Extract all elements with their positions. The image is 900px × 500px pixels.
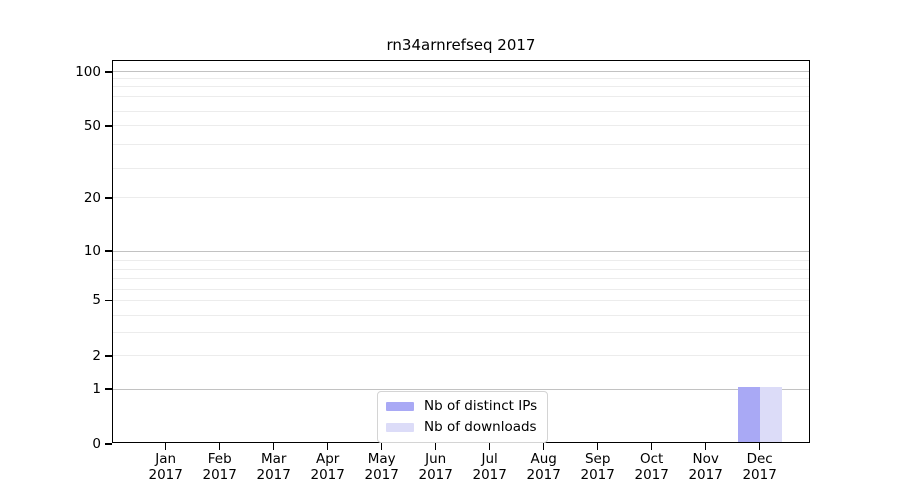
legend-label-distinct-ips: Nb of distinct IPs bbox=[424, 398, 538, 414]
major-gridline-1 bbox=[113, 388, 809, 390]
x-tick-label-jul: Jul 2017 bbox=[472, 451, 507, 483]
minor-gridline-4 bbox=[113, 314, 809, 316]
y-tick-label-0: 0 bbox=[92, 436, 101, 452]
y-tick-label-5: 5 bbox=[92, 292, 101, 309]
minor-gridline-80 bbox=[113, 86, 809, 88]
x-tick-label-jun: Jun 2017 bbox=[418, 451, 453, 483]
x-tick-feb bbox=[219, 443, 221, 450]
x-tick-jul bbox=[489, 443, 491, 450]
legend-swatch-distinct-ips bbox=[386, 402, 414, 411]
y-tick-label-1: 1 bbox=[92, 381, 101, 397]
minor-gridline-8 bbox=[113, 268, 809, 270]
y-tick-label-2: 2 bbox=[92, 347, 101, 364]
y-tick-50 bbox=[105, 125, 112, 127]
y-tick-label-10: 10 bbox=[83, 243, 101, 259]
x-tick-oct bbox=[651, 443, 653, 450]
x-tick-label-mar: Mar 2017 bbox=[256, 451, 291, 483]
x-tick-label-aug: Aug 2017 bbox=[526, 451, 561, 483]
x-tick-label-apr: Apr 2017 bbox=[310, 451, 345, 483]
minor-gridline-20 bbox=[113, 197, 809, 199]
minor-gridline-2 bbox=[113, 355, 809, 357]
minor-gridline-60 bbox=[113, 110, 809, 112]
y-tick-0 bbox=[105, 443, 112, 445]
minor-gridline-40 bbox=[113, 144, 809, 146]
x-tick-label-sep: Sep 2017 bbox=[580, 451, 615, 483]
y-tick-2 bbox=[105, 355, 112, 357]
minor-gridline-90 bbox=[113, 77, 809, 79]
y-tick-5 bbox=[105, 299, 112, 301]
bar-nb-of-distinct-ips-dec bbox=[737, 387, 760, 442]
x-tick-mar bbox=[273, 443, 275, 450]
x-tick-nov bbox=[705, 443, 707, 450]
x-tick-label-oct: Oct 2017 bbox=[634, 451, 669, 483]
x-tick-apr bbox=[327, 443, 329, 450]
x-tick-jun bbox=[435, 443, 437, 450]
x-tick-label-jan: Jan 2017 bbox=[148, 451, 183, 483]
bar-nb-of-downloads-dec bbox=[759, 387, 782, 442]
minor-gridline-3 bbox=[113, 332, 809, 334]
x-tick-label-dec: Dec 2017 bbox=[742, 451, 777, 483]
minor-gridline-6 bbox=[113, 288, 809, 290]
x-tick-label-feb: Feb 2017 bbox=[202, 451, 237, 483]
y-tick-10 bbox=[105, 250, 112, 252]
x-tick-sep bbox=[597, 443, 599, 450]
x-tick-aug bbox=[543, 443, 545, 450]
minor-gridline-70 bbox=[113, 95, 809, 97]
y-tick-1 bbox=[105, 388, 112, 390]
minor-gridline-7 bbox=[113, 277, 809, 279]
y-tick-label-50: 50 bbox=[83, 117, 101, 134]
y-tick-label-100: 100 bbox=[75, 63, 101, 80]
minor-gridline-30 bbox=[113, 167, 809, 169]
legend-swatch-downloads bbox=[386, 423, 414, 432]
x-tick-label-may: May 2017 bbox=[364, 451, 399, 483]
y-tick-100 bbox=[105, 71, 112, 73]
legend-item-distinct-ips: Nb of distinct IPs bbox=[386, 398, 537, 415]
plot-area: 0 1 2 5 10 20 50 100 Jan 2017 Feb 2017 Mar 2017 Apr… bbox=[75, 60, 810, 483]
legend-label-downloads: Nb of downloads bbox=[424, 419, 537, 435]
y-tick-label-20: 20 bbox=[83, 189, 101, 206]
major-gridline-100 bbox=[113, 71, 809, 73]
major-gridline-10 bbox=[113, 250, 809, 252]
minor-gridline-50 bbox=[113, 125, 809, 127]
minor-gridline-9 bbox=[113, 259, 809, 261]
x-tick-label-nov: Nov 2017 bbox=[688, 451, 723, 483]
legend-item-downloads: Nb of downloads bbox=[386, 419, 537, 436]
x-tick-dec bbox=[759, 443, 761, 450]
x-tick-jan bbox=[165, 443, 167, 450]
y-tick-20 bbox=[105, 197, 112, 199]
chart-title: rn34arnrefseq 2017 bbox=[386, 36, 536, 54]
minor-gridline-5 bbox=[113, 299, 809, 301]
x-tick-may bbox=[381, 443, 383, 450]
legend: Nb of distinct IPs Nb of downloads bbox=[377, 391, 549, 443]
